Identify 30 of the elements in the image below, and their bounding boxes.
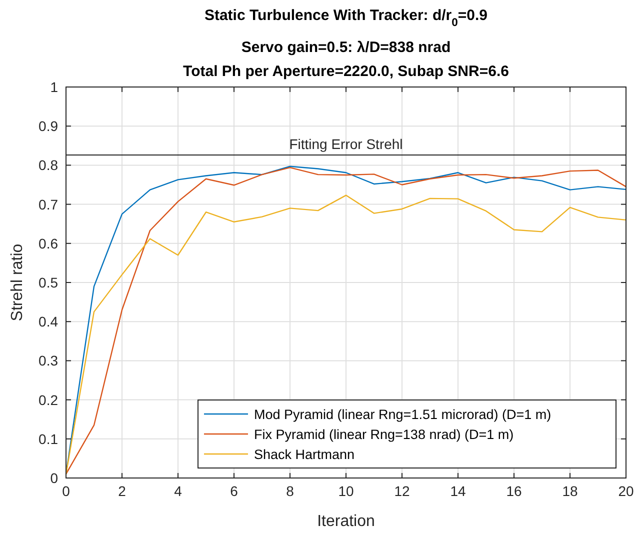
x-tick-label: 0 — [62, 483, 70, 499]
y-tick-label: 0.6 — [38, 235, 58, 252]
chart-subtitle: Servo gain=0.5: λ/D=838 nrad Total Ph per Aperture=2220.0, Subap SNR=6.6 — [183, 39, 509, 80]
x-tick-label: 18 — [562, 483, 578, 499]
y-tick-label: 0.5 — [38, 274, 58, 290]
y-tick-label: 0.3 — [38, 352, 58, 369]
y-tick-label: 0.1 — [38, 430, 58, 447]
y-tick-label: 0.7 — [38, 196, 58, 212]
x-tick-label: 4 — [174, 483, 182, 499]
legend-label: Fix Pyramid (linear Rng=138 nrad) (D=1 m) — [254, 427, 514, 442]
ref-line-label: Fitting Error Strehl — [289, 136, 403, 152]
x-tick-label: 14 — [450, 483, 466, 499]
y-tick-label: 0.4 — [38, 314, 58, 330]
x-tick-label: 12 — [394, 483, 410, 499]
y-axis-title: Strehl ratio — [9, 244, 26, 322]
x-tick-label: 20 — [618, 483, 634, 499]
x-tick-label: 16 — [506, 483, 522, 499]
y-tick-label: 0.8 — [38, 157, 58, 174]
chart-title: Static Turbulence With Tracker: d/r$_{0}$=0.9 — [204, 7, 488, 29]
legend-label: Mod Pyramid (linear Rng=1.51 microrad) (D=1 m) — [254, 407, 552, 422]
legend-label: Shack Hartmann — [254, 447, 355, 462]
y-tick-label: 1 — [50, 79, 58, 95]
y-tick-label: 0.9 — [38, 118, 58, 134]
y-tick-label: 0.2 — [38, 392, 58, 408]
x-tick-label: 2 — [118, 483, 126, 499]
x-tick-label: 6 — [230, 483, 238, 499]
x-axis-title: Iteration — [317, 513, 375, 530]
y-tick-label: 0 — [50, 470, 58, 486]
x-tick-label: 10 — [338, 483, 354, 499]
x-tick-label: 8 — [286, 483, 294, 499]
